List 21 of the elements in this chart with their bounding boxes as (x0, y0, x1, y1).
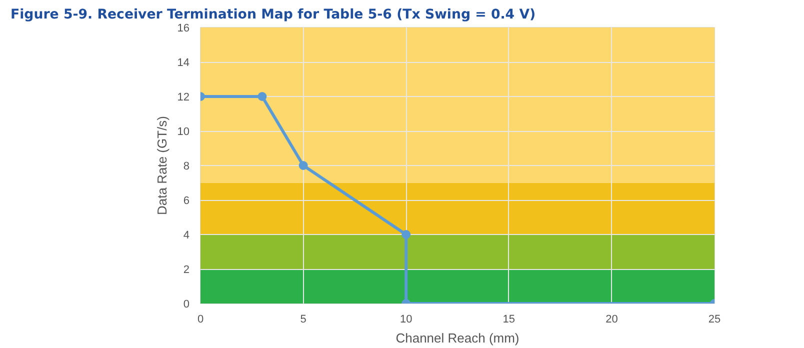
x-axis-title: Channel Reach (mm) (396, 330, 520, 346)
point (298, 161, 308, 170)
point (402, 230, 411, 239)
x-tick-label: 25 (708, 314, 721, 326)
y-tick-label: 12 (177, 92, 190, 104)
y-tick-label: 6 (183, 195, 190, 207)
x-tick-label: 5 (300, 314, 306, 326)
x-tick-label: 20 (606, 314, 618, 326)
y-tick-label: 0 (183, 298, 190, 310)
y-tick-label: 4 (183, 230, 190, 242)
x-tick-label: 0 (197, 314, 204, 326)
chart-title: Figure 5-9. Receiver Termination Map for Table 5-6 (Tx Swing = 0.4 V) (10, 8, 536, 22)
y-tick-label: 16 (177, 22, 190, 34)
y-axis-title: Data Rate (GT/s) (154, 116, 170, 215)
y-tick-label: 8 (183, 160, 190, 172)
x-tick-label: 15 (502, 314, 516, 326)
y-tick-label: 14 (177, 57, 190, 69)
x-tick-label: 10 (400, 314, 412, 326)
point (258, 92, 267, 101)
y-tick-label: 10 (177, 126, 190, 138)
y-tick-label: 2 (183, 264, 190, 276)
